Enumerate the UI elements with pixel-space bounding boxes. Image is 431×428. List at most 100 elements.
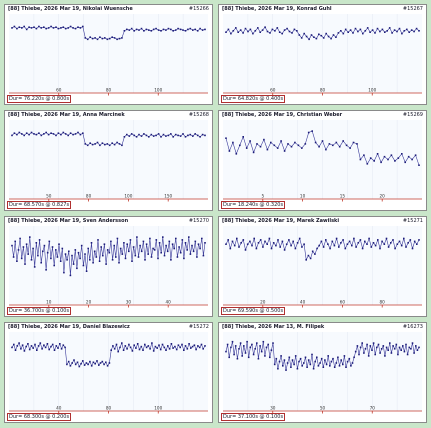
data-point [377,343,380,346]
data-point [21,133,23,135]
data-point [296,367,299,370]
data-point [11,244,13,247]
data-point [363,154,365,156]
data-point [346,360,349,363]
data-point [148,136,150,138]
data-point [168,240,171,243]
data-point [158,344,160,346]
data-point [388,27,391,29]
data-point [392,345,394,347]
data-point [238,348,240,350]
data-point [300,37,303,39]
data-point [163,346,166,349]
data-point [227,28,230,31]
data-point [314,360,316,363]
data-point [194,28,196,31]
data-point [55,134,57,137]
data-point [133,344,135,346]
chart-footer: Dur= 37.100s @ 0.100s [221,413,286,421]
data-point [55,26,57,28]
data-point [382,345,385,347]
data-point [327,35,330,38]
x-tick-label: 80 [86,194,92,199]
data-point [407,242,409,244]
chart-id: #15266 [188,6,209,12]
data-point [55,345,58,347]
data-point [390,154,393,156]
data-point [320,240,323,243]
data-point [252,353,255,356]
data-point [126,28,128,31]
data-point [16,133,18,136]
data-point [155,27,157,30]
data-point [165,135,167,137]
data-point [82,264,85,267]
data-point [364,348,367,350]
data-point [230,32,232,35]
data-point [121,253,124,255]
data-point [29,236,31,238]
data-point [380,348,383,350]
data-point [270,141,272,144]
data-point [90,242,93,244]
data-point [56,256,59,258]
data-point [85,270,88,272]
data-point [11,134,13,137]
data-point [252,151,255,154]
data-point [162,236,164,238]
data-point [251,343,253,346]
data-point [57,132,60,134]
data-point [247,30,249,33]
data-point [152,247,154,250]
data-point [198,346,201,349]
data-point [279,246,281,248]
chart-title: [88] Thiebe, 2026 Mar 19, Nikolai Wuensc… [8,6,133,12]
data-point [115,343,118,346]
data-point [394,247,396,250]
data-point [290,244,292,247]
data-point [28,26,30,28]
data-point [179,28,182,31]
data-point [344,28,347,31]
data-point [274,30,276,32]
data-point [371,349,373,351]
data-point [98,364,100,366]
data-point [170,259,172,261]
data-point [201,237,203,240]
data-point [385,237,388,240]
data-point [175,348,178,351]
data-point [359,346,362,349]
data-point [111,36,113,38]
data-point [71,362,73,364]
data-point [235,27,237,29]
data-point [266,243,268,245]
chart-plot: 40 80 100 [9,332,208,414]
data-point [158,242,161,244]
data-point [132,246,135,248]
data-point [126,348,128,350]
data-point [133,134,135,137]
data-point [346,243,349,245]
data-point [264,26,266,28]
data-point [255,247,258,250]
data-point [363,352,365,354]
chart-footer: Dur= 69.590s @ 0.500s [221,307,286,315]
data-point [89,142,91,144]
data-point [308,38,310,41]
data-point [415,27,418,30]
data-point [135,136,138,138]
data-point [355,246,357,248]
data-point [126,133,128,136]
data-point [144,259,146,261]
data-point [411,342,414,344]
data-point [246,340,248,343]
data-point [276,147,279,149]
data-point [270,247,273,250]
data-point [95,256,98,258]
data-point [329,247,331,250]
data-point [393,29,396,31]
data-point [43,244,46,247]
x-tick-label: 50 [46,194,52,199]
data-point [290,145,293,148]
data-point [67,27,69,29]
